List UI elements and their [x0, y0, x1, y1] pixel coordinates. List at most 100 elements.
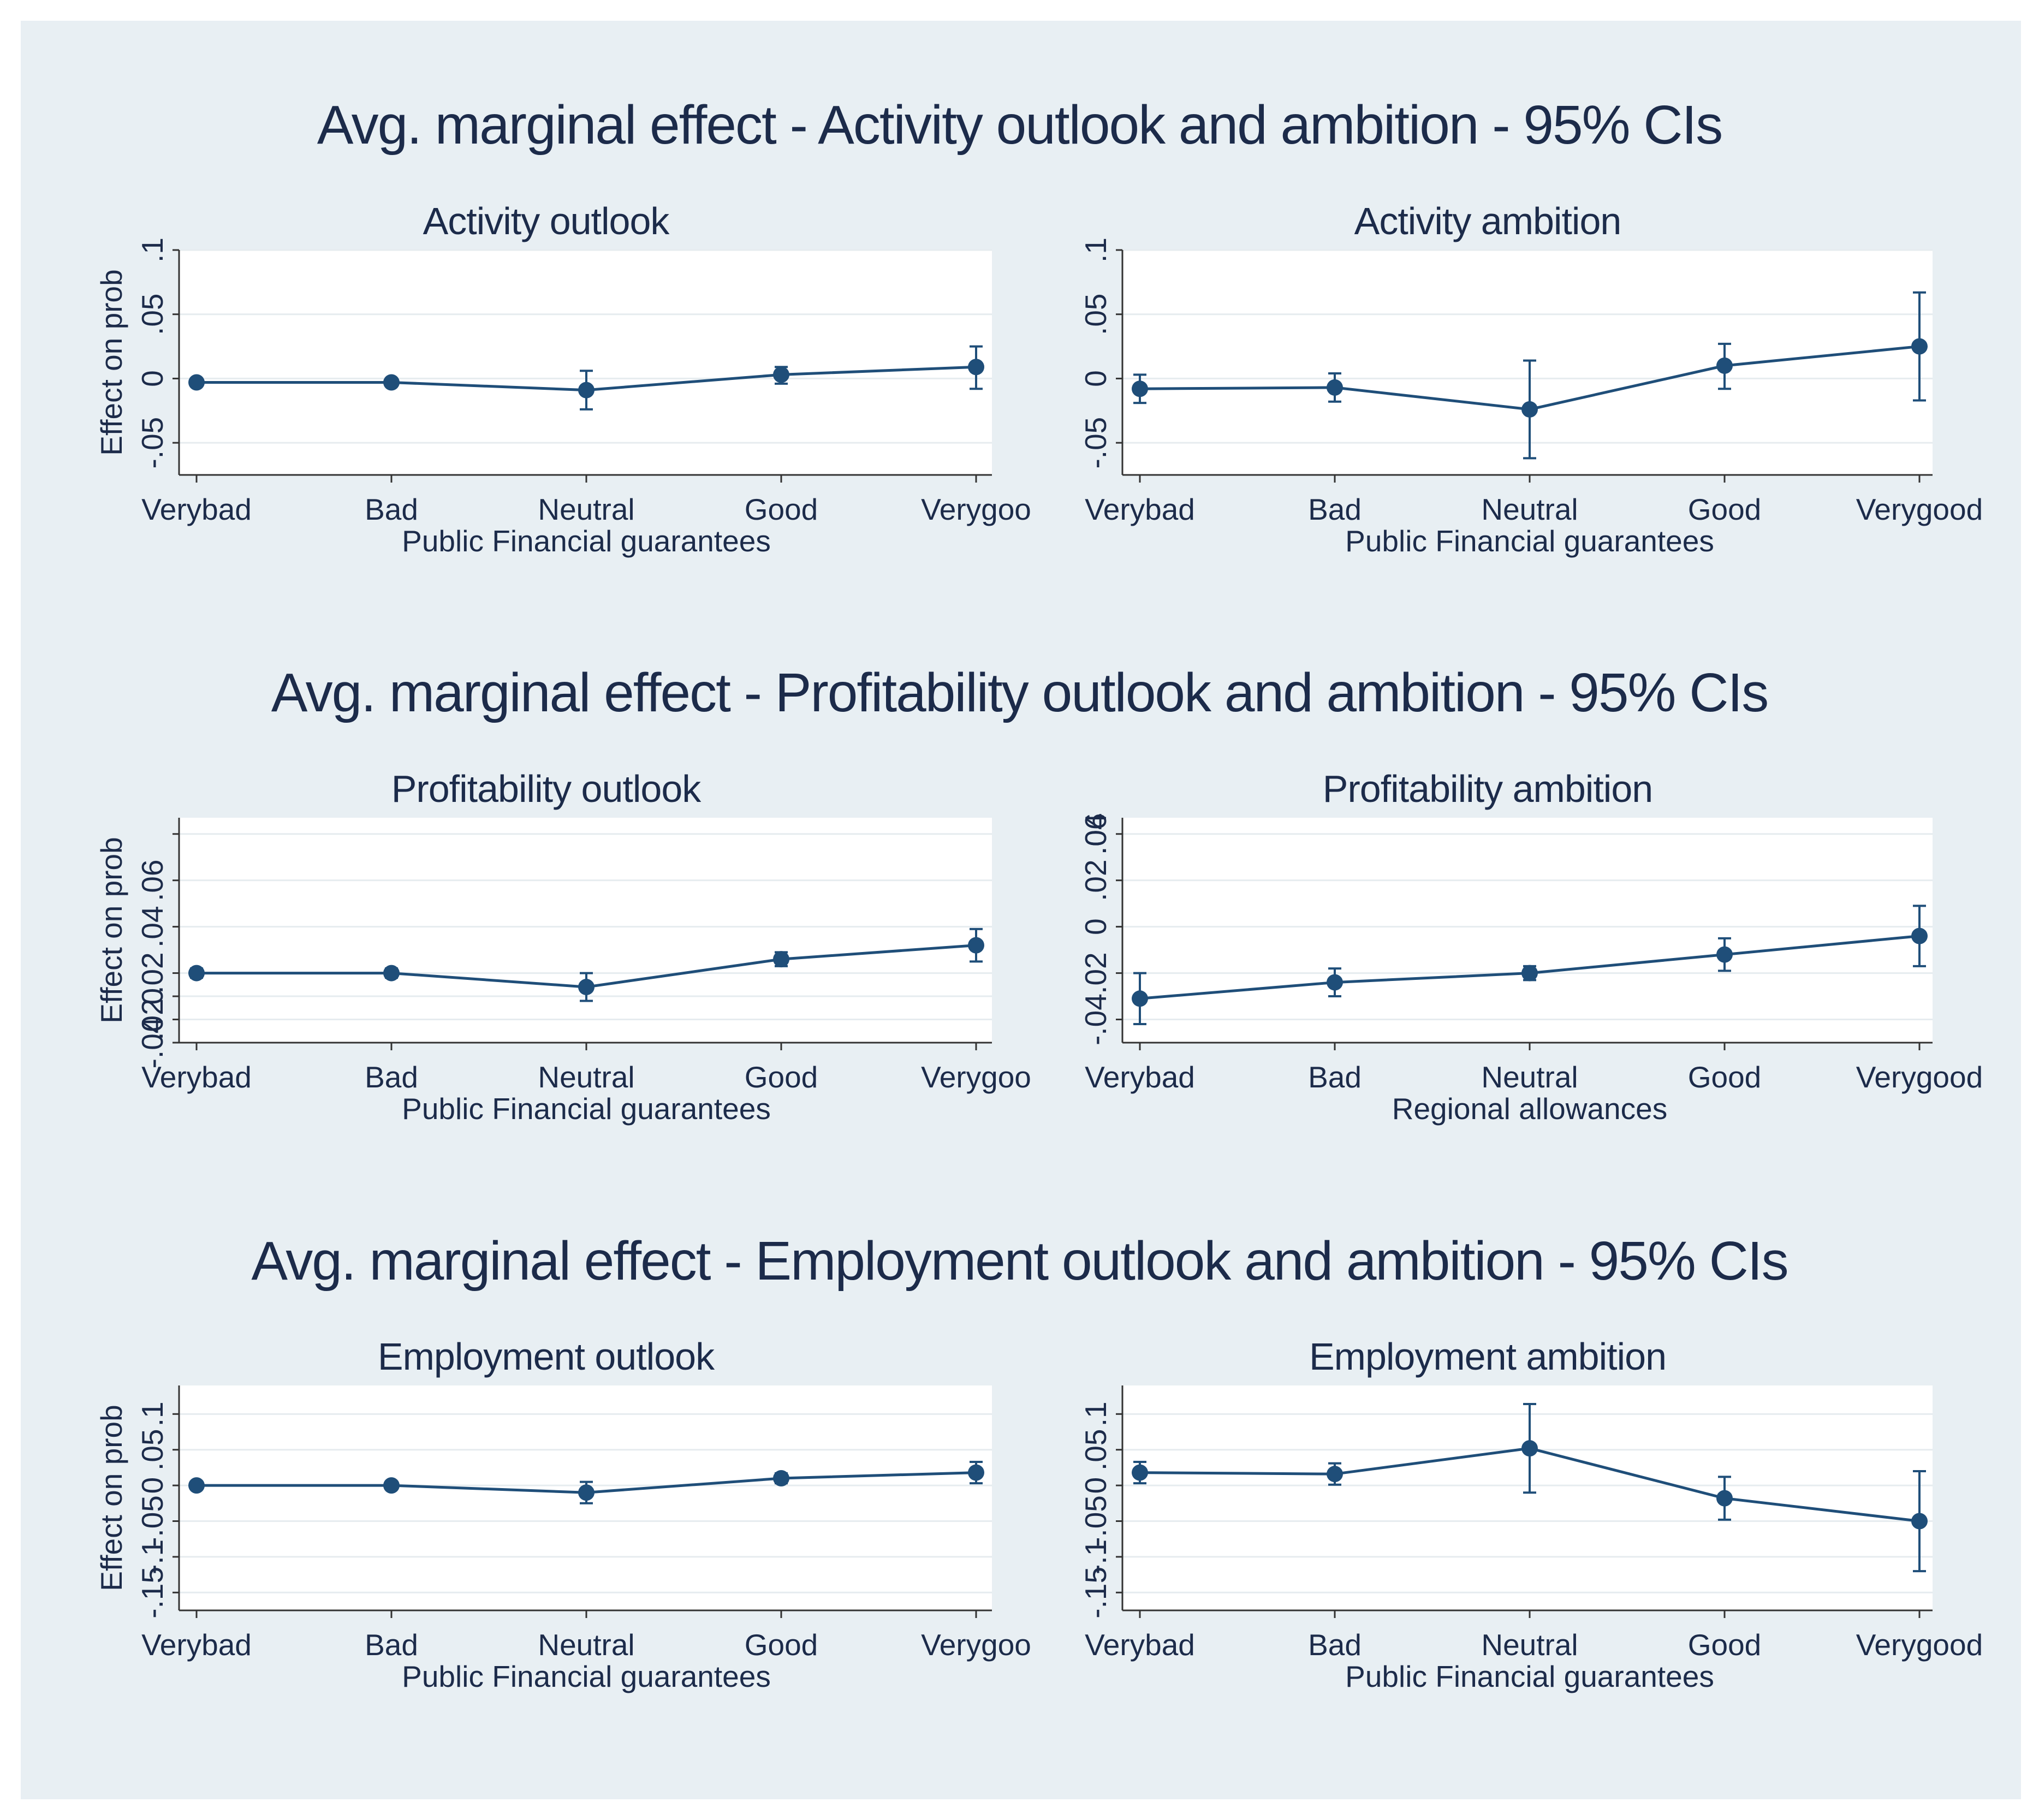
employment-outlook-point: [188, 1477, 205, 1494]
profitability-outlook-xtick-label: Verygoo: [921, 1060, 1031, 1094]
activity-ambition-ytick-label: 0: [1079, 370, 1113, 387]
profitability-outlook-point: [383, 965, 400, 982]
activity-ambition-xtick-label: Good: [1688, 492, 1762, 526]
employment-outlook-x-axis-title: Public Financial guarantees: [402, 1660, 771, 1693]
profitability-outlook-point: [968, 937, 984, 954]
employment-outlook-ytick-label: -.15: [135, 1567, 169, 1619]
section-title-employment: Avg. marginal effect - Employment outloo…: [251, 1230, 1788, 1292]
employment-ambition-ytick-label: -.1: [1079, 1539, 1113, 1574]
profitability-outlook-point: [578, 979, 595, 996]
profitability-outlook-ytick-label: .02: [135, 952, 169, 994]
profitability-outlook-ytick-label: 0: [135, 988, 169, 1005]
profitability-outlook-point: [188, 965, 205, 982]
profitability-outlook-xtick-label: Verybad: [141, 1060, 252, 1094]
profitability-outlook-ytick-label: -.04: [135, 1017, 169, 1069]
activity-outlook-xtick-label: Verybad: [141, 492, 252, 526]
activity-outlook-xtick-label: Bad: [365, 492, 418, 526]
profitability-outlook-xtick-label: Bad: [365, 1060, 418, 1094]
employment-outlook-point: [968, 1464, 984, 1481]
employment-ambition-point: [1911, 1513, 1928, 1530]
employment-ambition-xtick-label: Bad: [1308, 1628, 1362, 1662]
activity-ambition-plot-area: [1122, 250, 1933, 475]
profitability-ambition-ytick-label: .06: [1079, 813, 1113, 854]
profitability-ambition-point: [1716, 946, 1733, 963]
profitability-ambition-ytick-label: -.04: [1079, 994, 1113, 1045]
activity-outlook-x-axis-title: Public Financial guarantees: [402, 524, 771, 558]
profitability-outlook-xtick-label: Good: [745, 1060, 818, 1094]
employment-outlook-ytick-label: -.05: [135, 1495, 169, 1547]
activity-ambition-xtick-label: Verygood: [1856, 492, 1983, 526]
employment-outlook-xtick-label: Good: [745, 1628, 818, 1662]
profitability-ambition-ytick-label: .02: [1079, 952, 1113, 994]
activity-outlook-point: [188, 374, 205, 391]
profitability-outlook-point: [773, 951, 789, 968]
employment-ambition-point: [1521, 1440, 1538, 1457]
activity-outlook-xtick-label: Good: [745, 492, 818, 526]
activity-outlook-ytick-label: -.05: [135, 417, 169, 469]
employment-outlook-point: [578, 1484, 595, 1501]
panel-title-employment-ambition: Employment ambition: [1309, 1335, 1667, 1378]
employment-ambition-ytick-label: -.15: [1079, 1567, 1113, 1619]
section-title-profitability: Avg. marginal effect - Profitability out…: [271, 662, 1769, 723]
employment-ambition-xtick-label: Good: [1688, 1628, 1762, 1662]
profitability-ambition-xtick-label: Bad: [1308, 1060, 1362, 1094]
employment-outlook-ytick-label: -.1: [135, 1539, 169, 1574]
employment-outlook-ytick-label: .05: [135, 1429, 169, 1470]
employment-ambition-point: [1716, 1490, 1733, 1507]
profitability-ambition-xtick-label: Neutral: [1481, 1060, 1578, 1094]
activity-ambition-point: [1911, 338, 1928, 355]
profitability-outlook-y-axis-title: Effect on prob: [94, 837, 128, 1023]
activity-outlook-point: [383, 374, 400, 391]
profitability-ambition-plot-area: [1122, 818, 1933, 1043]
employment-ambition-point: [1327, 1466, 1343, 1483]
profitability-outlook-ytick-label: .04: [135, 906, 169, 947]
panel-title-activity-ambition: Activity ambition: [1354, 200, 1622, 242]
employment-ambition-ytick-label: 0: [1079, 1477, 1113, 1494]
activity-outlook-xtick-label: Neutral: [538, 492, 634, 526]
profitability-ambition-xtick-label: Good: [1688, 1060, 1762, 1094]
profitability-ambition-ytick-label: .04: [1079, 813, 1113, 854]
activity-ambition-point: [1327, 379, 1343, 396]
employment-ambition-xtick-label: Verygood: [1856, 1628, 1983, 1662]
activity-ambition-xtick-label: Verybad: [1085, 492, 1195, 526]
activity-outlook-point: [968, 359, 984, 376]
profitability-ambition-ytick-label: 0: [1079, 918, 1113, 935]
panel-title-profitability-ambition: Profitability ambition: [1322, 768, 1653, 810]
employment-ambition-x-axis-title: Public Financial guarantees: [1345, 1660, 1714, 1693]
activity-outlook-y-axis-title: Effect on prob: [94, 269, 128, 455]
employment-outlook-xtick-label: Neutral: [538, 1628, 634, 1662]
activity-ambition-point: [1132, 380, 1148, 397]
panel-title-employment-outlook: Employment outlook: [377, 1335, 715, 1378]
employment-outlook-ytick-label: .1: [135, 1401, 169, 1426]
employment-ambition-xtick-label: Verybad: [1085, 1628, 1195, 1662]
activity-ambition-x-axis-title: Public Financial guarantees: [1345, 524, 1714, 558]
profitability-ambition-xtick-label: Verygood: [1856, 1060, 1983, 1094]
profitability-ambition-x-axis-title: Regional allowances: [1392, 1092, 1667, 1126]
profitability-outlook-ytick-label: .02: [135, 998, 169, 1040]
activity-outlook-point: [773, 366, 789, 383]
activity-outlook-plot-area: [179, 250, 992, 475]
employment-outlook-ytick-label: 0: [135, 1477, 169, 1494]
employment-outlook-xtick-label: Verygoo: [921, 1628, 1031, 1662]
section-title-activity: Avg. marginal effect - Activity outlook …: [317, 94, 1723, 156]
activity-ambition-point: [1716, 357, 1733, 374]
profitability-ambition-point: [1132, 990, 1148, 1007]
profitability-ambition-ytick-label: .02: [1079, 859, 1113, 901]
employment-ambition-xtick-label: Neutral: [1481, 1628, 1578, 1662]
activity-outlook-ytick-label: 0: [135, 370, 169, 387]
activity-ambition-xtick-label: Neutral: [1481, 492, 1578, 526]
employment-ambition-plot-area: [1122, 1385, 1933, 1610]
panel-title-profitability-outlook: Profitability outlook: [391, 768, 702, 810]
profitability-ambition-point: [1327, 974, 1343, 991]
activity-outlook-ytick-label: .05: [135, 293, 169, 335]
employment-outlook-xtick-label: Verybad: [141, 1628, 252, 1662]
activity-ambition-ytick-label: .05: [1079, 293, 1113, 335]
activity-ambition-ytick-label: .1: [1079, 237, 1113, 263]
profitability-outlook-xtick-label: Neutral: [538, 1060, 634, 1094]
activity-ambition-ytick-label: -.05: [1079, 417, 1113, 469]
employment-ambition-point: [1132, 1464, 1148, 1481]
panel-title-activity-outlook: Activity outlook: [423, 200, 670, 242]
activity-ambition-xtick-label: Bad: [1308, 492, 1362, 526]
profitability-outlook-plot-area: [179, 818, 992, 1043]
